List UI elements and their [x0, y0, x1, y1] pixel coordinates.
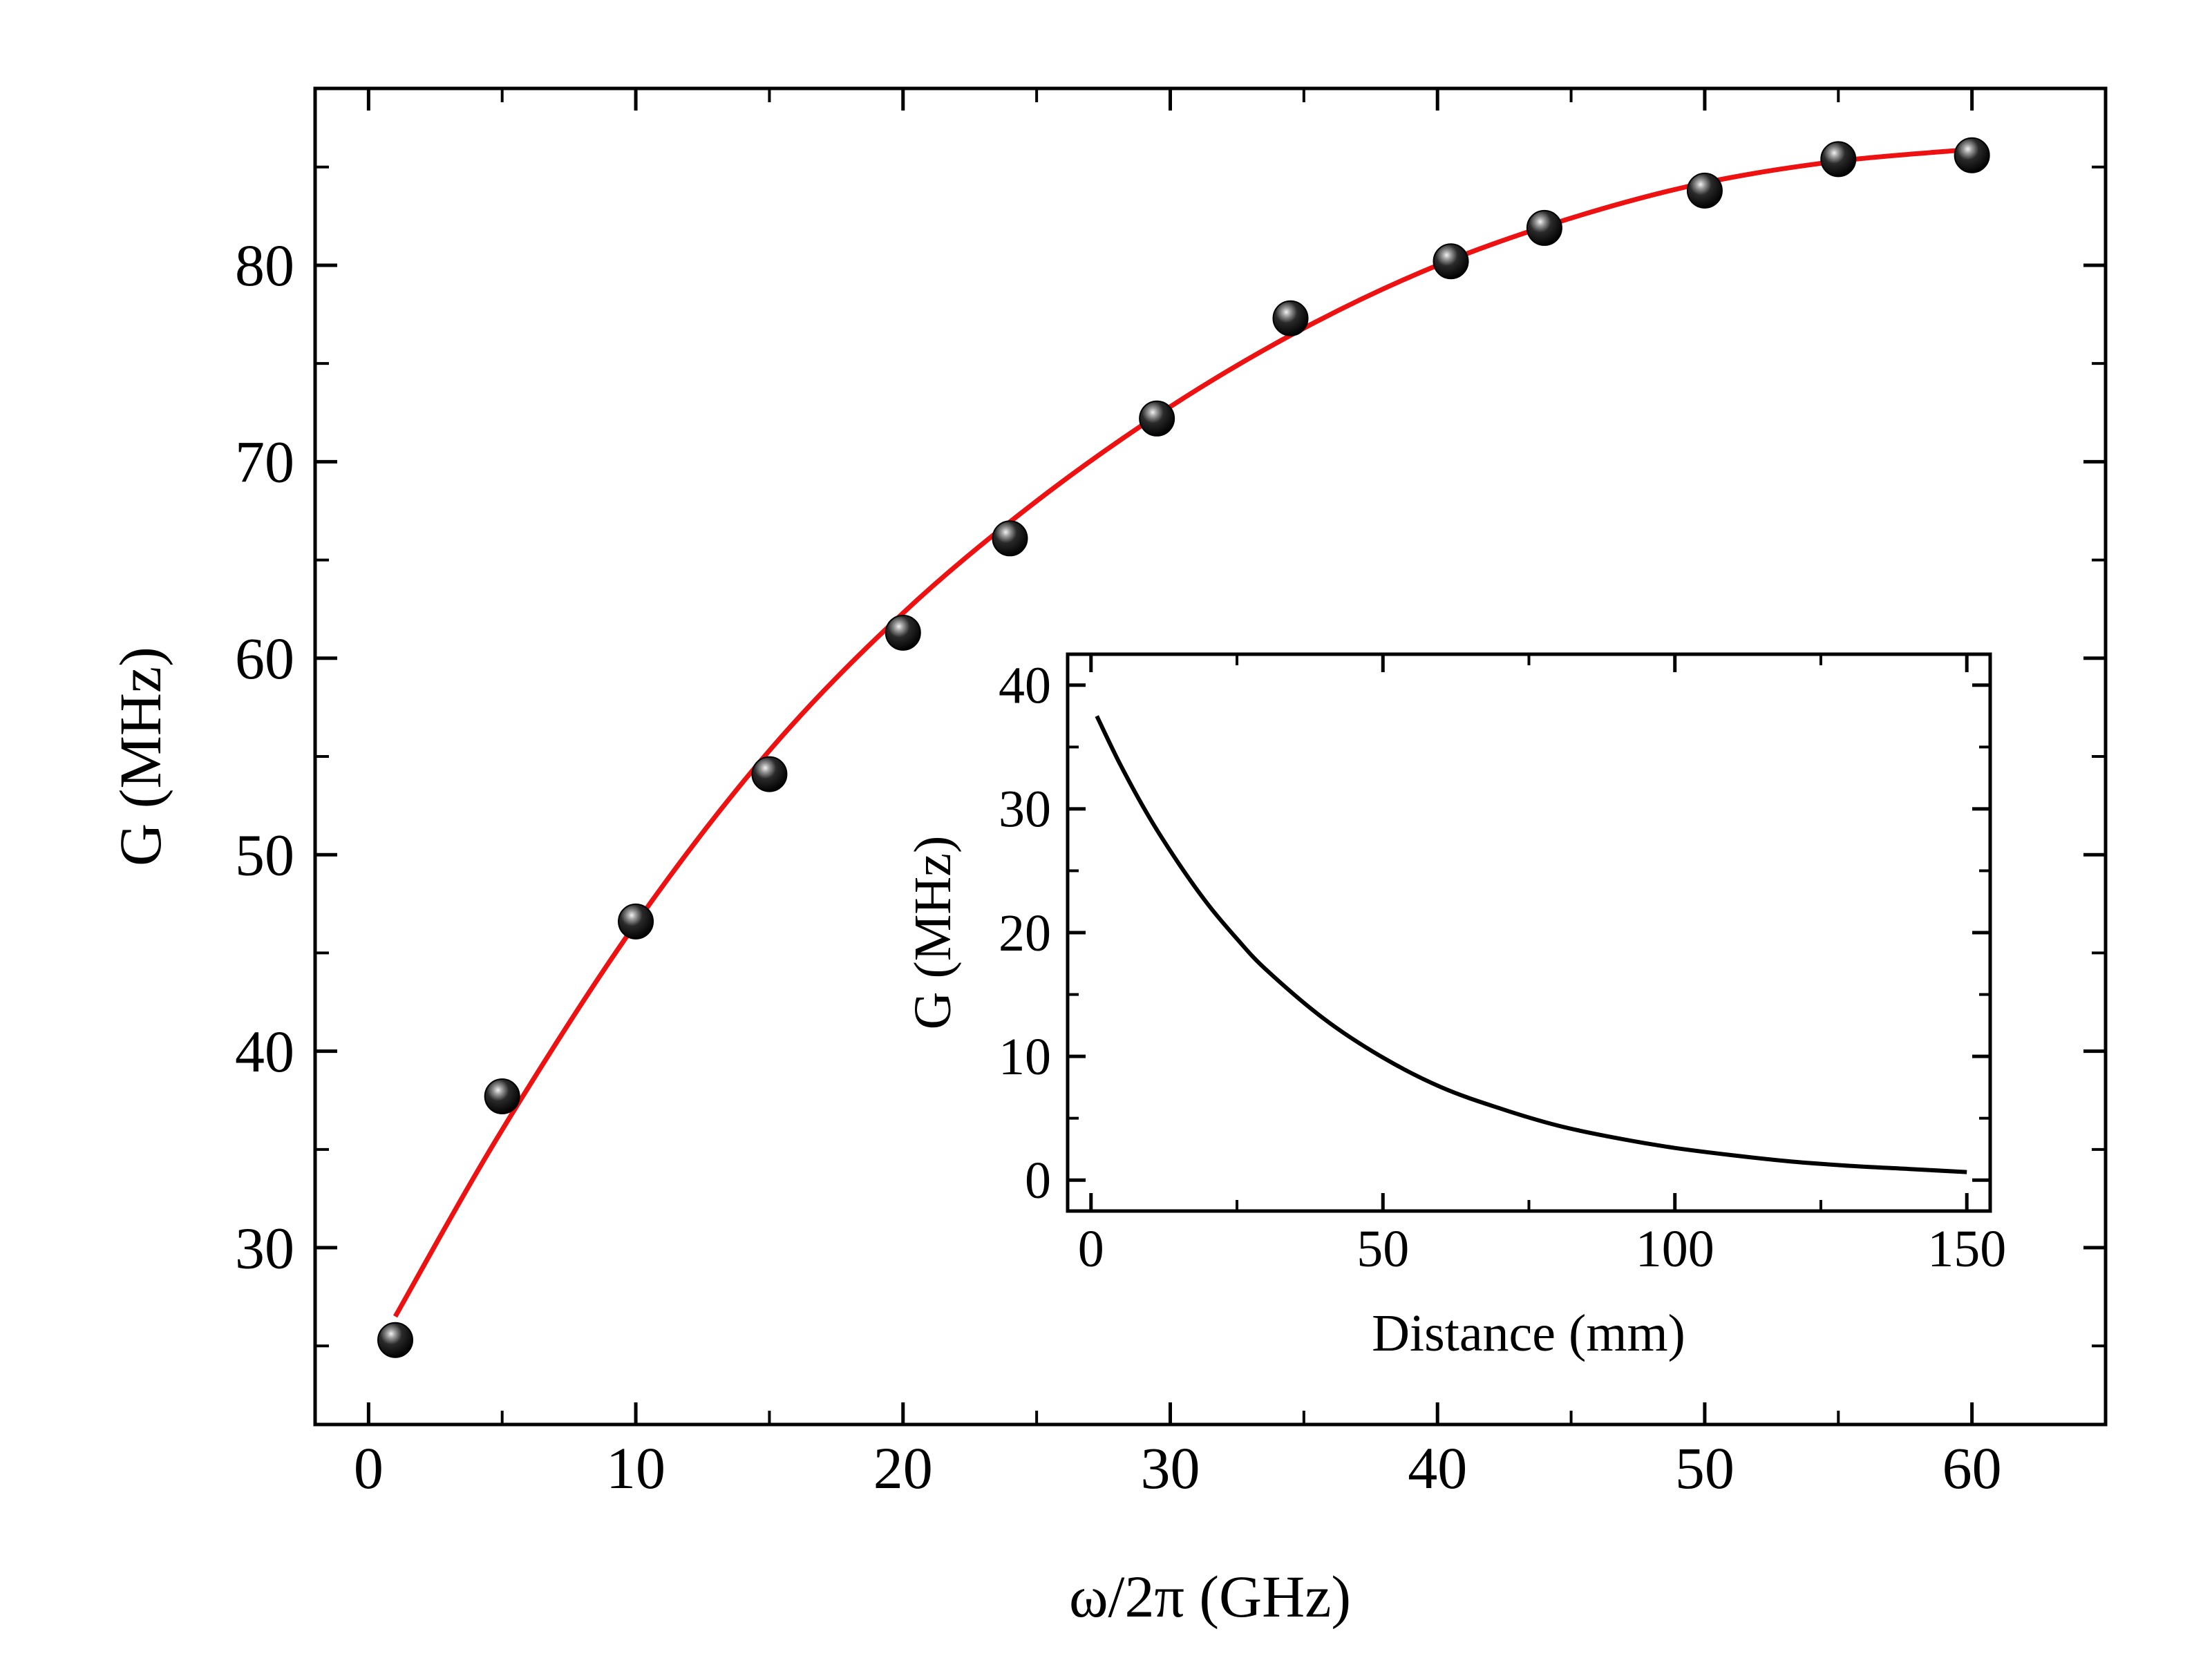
- main-x-tick-label: 50: [1675, 1435, 1734, 1501]
- main-data-point: [1139, 400, 1175, 437]
- main-y-tick-label: 30: [235, 1214, 294, 1281]
- main-y-axis-title: G (MHz): [107, 647, 173, 866]
- inset-y-tick-label: 20: [999, 904, 1051, 962]
- main-data-point: [751, 756, 788, 792]
- main-x-tick-label: 30: [1140, 1435, 1200, 1501]
- main-ticks: [315, 88, 2106, 1424]
- main-x-tick-label: 20: [873, 1435, 933, 1501]
- inset-y-tick-label: 0: [1025, 1152, 1051, 1210]
- main-tick-labels: 0 10 20 30 40 50 60 30 40 50 60 70 80: [235, 232, 2002, 1501]
- inset-x-tick-label: 100: [1636, 1220, 1714, 1278]
- main-fit-layer: [393, 146, 1972, 1318]
- main-data-point: [1526, 209, 1562, 246]
- main-data-point: [992, 520, 1028, 557]
- inset-curve: [1095, 715, 1967, 1174]
- inset-line-layer: [1095, 715, 1967, 1174]
- inset-y-axis-title: G (MHz): [904, 836, 962, 1030]
- main-data-point: [1954, 137, 1990, 173]
- main-y-tick-label: 80: [235, 232, 294, 298]
- inset-x-tick-label: 150: [1927, 1220, 2006, 1278]
- main-y-tick-label: 60: [235, 625, 294, 692]
- main-fit-curve: [393, 146, 1972, 1318]
- main-data-point: [377, 1322, 414, 1358]
- inset-y-tick-label: 10: [999, 1028, 1051, 1086]
- main-y-tick-label: 70: [235, 429, 294, 495]
- inset-y-tick-label: 30: [999, 781, 1051, 839]
- main-data-point: [1686, 172, 1723, 209]
- main-x-tick-label: 40: [1408, 1435, 1467, 1501]
- main-plot: 0 10 20 30 40 50 60 30 40 50 60 70 80 ω/2π (GHz) G (…: [107, 86, 2108, 1630]
- main-data-point: [885, 614, 921, 651]
- main-data-point: [1272, 300, 1309, 336]
- main-x-tick-label: 10: [606, 1435, 665, 1501]
- inset-x-tick-label: 0: [1078, 1220, 1104, 1278]
- inset-tick-labels: 0 50 100 150 0 10 20 30 40: [999, 657, 2006, 1278]
- inset-y-tick-label: 40: [999, 657, 1051, 715]
- main-y-tick-label: 50: [235, 821, 294, 888]
- main-data-point: [1820, 141, 1857, 178]
- inset-x-tick-label: 50: [1356, 1220, 1409, 1278]
- inset-ticks: [1068, 654, 1990, 1211]
- main-x-tick-label: 60: [1942, 1435, 2002, 1501]
- main-data-point: [1433, 243, 1469, 280]
- main-x-axis-title: ω/2π (GHz): [1069, 1563, 1351, 1630]
- main-y-tick-label: 40: [235, 1018, 294, 1085]
- inset-plot-background: [1068, 654, 1990, 1211]
- inset-x-axis-title: Distance (mm): [1372, 1304, 1685, 1362]
- main-marker-layer: [377, 137, 1990, 1358]
- inset-plot: 0 50 100 150 0 10 20 30 40 Distance (mm) G (MHz): [904, 652, 2006, 1362]
- main-data-point: [484, 1078, 520, 1115]
- main-data-point: [618, 903, 654, 940]
- main-x-tick-label: 0: [354, 1435, 384, 1501]
